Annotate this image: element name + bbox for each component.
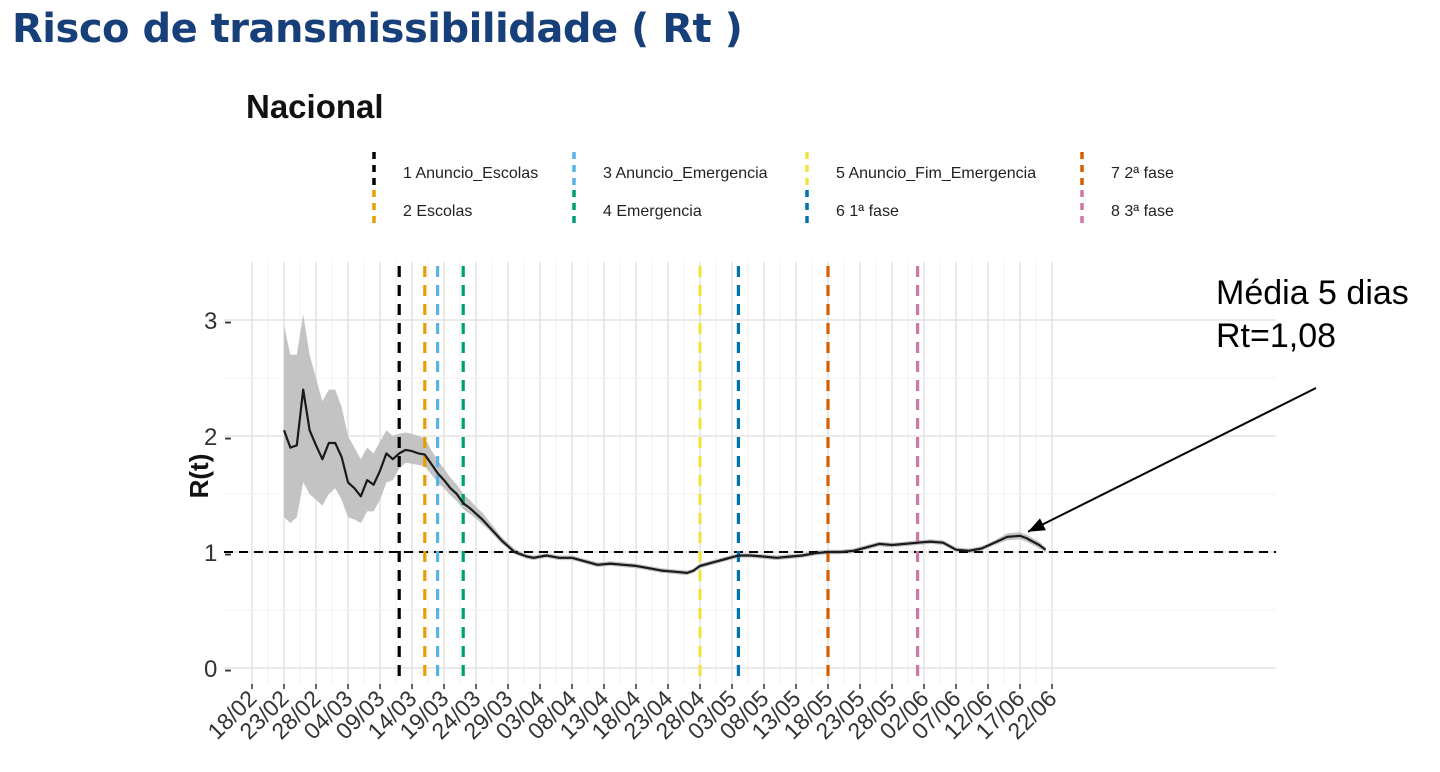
legend-label: 6 1ª fase	[836, 203, 899, 220]
legend: 1 Anuncio_Escolas 2 Escolas 3 Anuncio_Emer…	[372, 152, 1174, 228]
rt-confidence-band	[284, 314, 1046, 576]
annotation-line-2: Rt=1,08	[1216, 317, 1337, 355]
legend-label: 2 Escolas	[403, 203, 472, 220]
annotation-line-1: Média 5 dias	[1216, 274, 1409, 312]
slide-title: Risco de transmissibilidade ( Rt )	[12, 6, 743, 52]
annotation-arrow-group	[1027, 387, 1317, 533]
legend-label: 3 Anuncio_Emergencia	[603, 165, 768, 182]
chart-title: Nacional	[246, 88, 384, 125]
y-tick-label: 1 -	[204, 540, 232, 567]
grid	[224, 262, 1276, 684]
legend-label: 8 3ª fase	[1111, 203, 1174, 220]
y-tick-label: 2 -	[204, 424, 232, 451]
legend-label: 7 2ª fase	[1111, 165, 1174, 182]
y-tick-label: 0 -	[204, 656, 232, 683]
y-tick-label: 3 -	[204, 308, 232, 335]
annotation-arrow	[1027, 387, 1317, 533]
axes: 0 -1 -2 -3 -R(t)18/0223/0228/0204/0309/0…	[184, 308, 1062, 744]
y-axis-label: R(t)	[184, 454, 214, 499]
legend-label: 4 Emergencia	[603, 203, 702, 220]
annotation-arrow-head	[1028, 518, 1046, 532]
confidence-band	[284, 314, 1046, 576]
rt-line-group	[282, 388, 1047, 575]
annotation-text: Média 5 dias Rt=1,08	[1216, 272, 1409, 358]
event-lines	[397, 266, 920, 684]
legend-label: 5 Anuncio_Fim_Emergencia	[836, 165, 1036, 182]
legend-label: 1 Anuncio_Escolas	[403, 165, 538, 182]
rt-line	[282, 388, 1047, 575]
